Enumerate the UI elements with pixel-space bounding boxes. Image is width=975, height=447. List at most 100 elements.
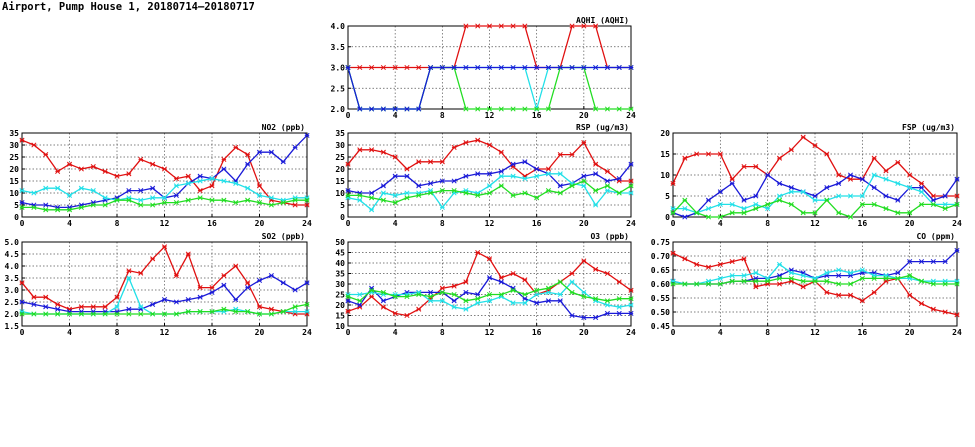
data-point <box>930 306 936 312</box>
y-tick-label: 3.5 <box>331 43 346 52</box>
x-tick-label: 12 <box>160 219 170 228</box>
data-point <box>534 195 540 201</box>
x-tick-label: 0 <box>20 328 25 337</box>
data-point <box>463 23 469 29</box>
data-point <box>197 178 203 184</box>
data-point <box>245 161 251 167</box>
data-point <box>569 279 575 285</box>
data-point <box>292 304 298 310</box>
data-point <box>824 278 830 284</box>
y-tick-label: 0.75 <box>651 238 670 247</box>
data-point <box>717 151 723 157</box>
x-tick-label: 4 <box>393 328 398 337</box>
data-point <box>717 201 723 207</box>
data-point <box>581 173 587 179</box>
y-tick-label: 10 <box>335 322 345 331</box>
data-point <box>954 176 960 182</box>
x-tick-label: 16 <box>858 328 868 337</box>
data-point <box>694 210 700 216</box>
data-point <box>557 298 563 304</box>
data-point <box>233 144 239 150</box>
data-point <box>475 23 481 29</box>
data-point <box>475 291 481 298</box>
data-point <box>788 275 794 281</box>
data-point <box>510 270 516 277</box>
data-point <box>209 289 215 295</box>
panel-title: RSP (ug/m3) <box>576 123 629 132</box>
x-tick-label: 12 <box>810 219 820 228</box>
data-point <box>534 300 540 306</box>
data-point <box>451 298 457 304</box>
data-point <box>581 140 587 146</box>
data-point <box>604 302 610 308</box>
series-blue <box>345 64 634 112</box>
data-point <box>954 312 960 318</box>
data-point <box>616 190 622 196</box>
x-tick-label: 24 <box>302 219 312 228</box>
data-point <box>895 275 901 281</box>
data-point <box>557 171 563 177</box>
y-tick-label: 20 <box>335 301 345 310</box>
data-point <box>463 106 469 112</box>
data-point <box>19 188 25 194</box>
data-point <box>907 292 913 298</box>
data-point <box>463 64 469 71</box>
data-point <box>616 279 622 285</box>
data-point <box>138 311 144 317</box>
data-point <box>847 176 854 182</box>
data-point <box>245 285 251 291</box>
data-point <box>498 279 504 285</box>
data-point <box>173 311 179 317</box>
x-tick-label: 24 <box>302 328 312 337</box>
data-point <box>788 147 794 153</box>
data-point <box>836 172 842 178</box>
data-point <box>859 267 865 273</box>
data-point <box>930 259 936 265</box>
data-point <box>569 312 575 319</box>
data-point <box>581 289 587 295</box>
data-point <box>918 278 925 284</box>
series-cyan <box>345 171 634 213</box>
y-tick-label: 4.0 <box>5 262 20 271</box>
data-point <box>895 159 901 165</box>
data-point <box>753 284 759 290</box>
data-point <box>812 197 818 203</box>
data-point <box>705 151 712 157</box>
y-tick-label: 0 <box>14 213 19 222</box>
data-point <box>268 195 274 201</box>
data-point <box>836 273 842 279</box>
data-point <box>895 197 901 203</box>
data-point <box>954 193 960 199</box>
data-point <box>628 178 634 184</box>
data-point <box>90 202 96 208</box>
x-tick-label: 4 <box>67 219 72 228</box>
y-tick-label: 3.0 <box>5 286 20 295</box>
y-tick-label: 0.70 <box>651 252 670 261</box>
data-point <box>90 311 96 317</box>
data-point <box>628 183 634 189</box>
y-tick-label: 2.0 <box>5 310 20 319</box>
data-point <box>776 275 783 281</box>
data-point <box>729 176 735 182</box>
x-tick-label: 0 <box>671 219 676 228</box>
data-point <box>682 214 688 220</box>
y-tick-label: 30 <box>335 141 345 150</box>
data-point <box>534 106 540 112</box>
data-point <box>43 185 49 191</box>
series-green <box>345 178 634 206</box>
data-point <box>416 159 422 165</box>
series-red <box>670 250 960 318</box>
x-tick-label: 16 <box>858 219 868 228</box>
series-green <box>670 197 960 220</box>
data-point <box>43 311 49 317</box>
data-point <box>616 304 622 310</box>
data-point <box>19 280 25 286</box>
data-point <box>604 64 610 71</box>
y-tick-label: 10 <box>660 171 670 180</box>
data-point <box>522 106 528 112</box>
data-point <box>31 311 37 317</box>
data-point <box>545 106 552 112</box>
y-tick-label: 0.60 <box>651 280 670 289</box>
data-point <box>510 300 516 306</box>
